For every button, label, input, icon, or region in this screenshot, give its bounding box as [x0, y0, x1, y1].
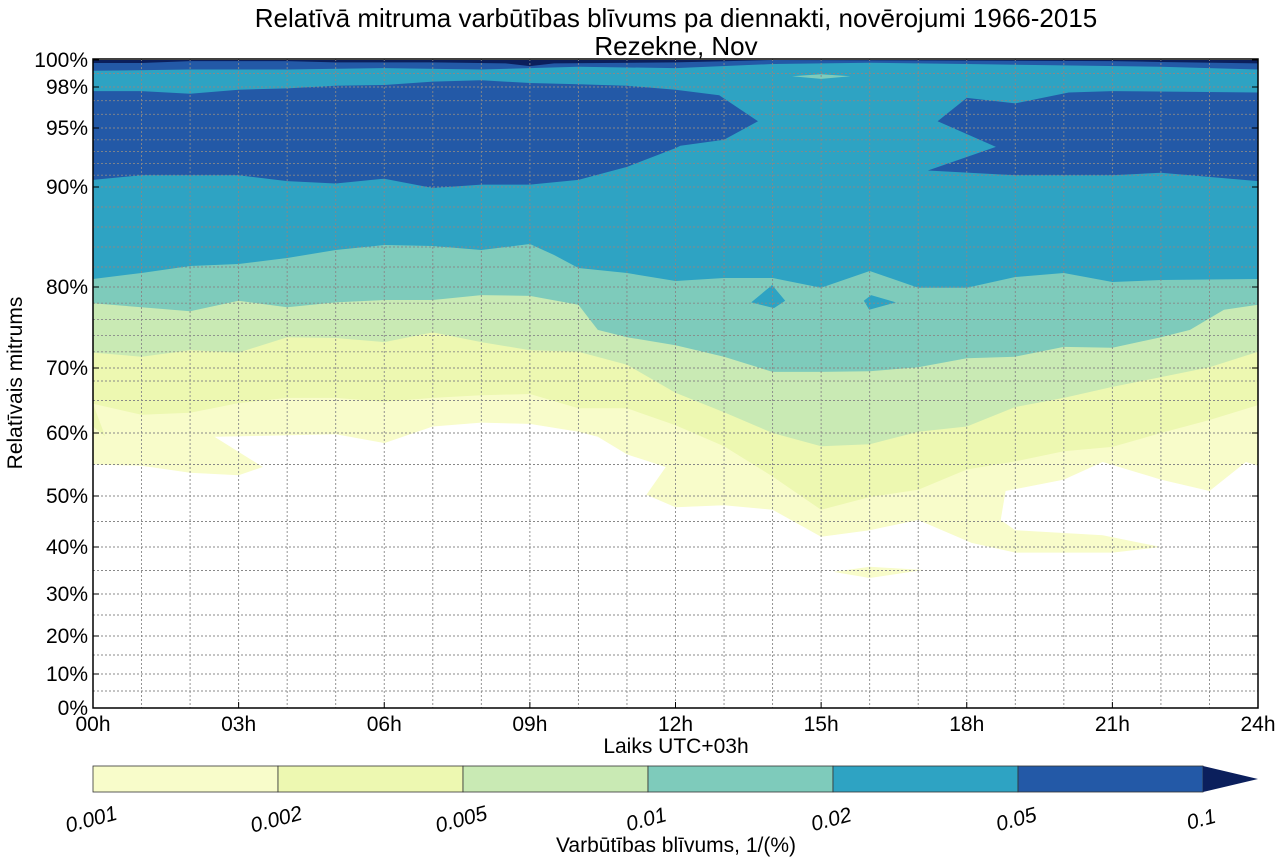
chart-subtitle: Rezekne, Nov [594, 31, 757, 61]
x-axis-label: Laiks UTC+03h [603, 735, 748, 758]
contour-region-0_02 [751, 285, 786, 309]
y-tick-label: 80% [46, 276, 88, 299]
contour-region-0_05 [93, 80, 758, 188]
contour-region-0_02 [863, 295, 896, 310]
colorbar-label: Varbūtības blīvums, 1/(%) [556, 834, 796, 857]
contour-region-0_002 [93, 403, 106, 437]
x-tick-label: 24h [1240, 713, 1275, 736]
y-tick-label: 0% [58, 697, 88, 720]
y-tick-label: 30% [46, 583, 88, 606]
y-axis-ticks: 0% 10% 20% 30% 40% 50% 60% 70% 80% 90% 95% 98% 100% [34, 49, 1258, 720]
x-tick-label: 09h [512, 713, 547, 736]
chart-title: Relatīvā mitruma varbūtības blīvums pa d… [255, 3, 1098, 33]
x-tick-label: 12h [658, 713, 693, 736]
x-tick-label: 03h [221, 713, 256, 736]
y-tick-label: 70% [46, 357, 88, 380]
colorbar-segment [1017, 765, 1204, 793]
colorbar-segment [832, 765, 1019, 793]
colorbar-segment [277, 765, 464, 793]
colorbar-segment [647, 765, 834, 793]
colorbar-tick-label: 0.005 [433, 802, 490, 838]
x-tick-label: 00h [75, 713, 110, 736]
y-tick-label: 90% [46, 176, 88, 199]
colorbar: 0.001 0.002 0.005 0.01 0.02 0.05 0.1 [63, 765, 1258, 838]
colorbar-segment [92, 765, 279, 793]
contour-region-0_1 [93, 60, 1258, 67]
x-tick-label: 06h [367, 713, 402, 736]
contour-region-0_001 [833, 566, 924, 578]
contour-region-0_05 [927, 91, 1258, 182]
colorbar-segment [462, 765, 649, 793]
y-tick-label: 20% [46, 625, 88, 648]
y-tick-label: 10% [46, 663, 88, 686]
y-tick-label: 100% [34, 49, 88, 72]
y-tick-label: 98% [46, 76, 88, 99]
colorbar-tick-label: 0.1 [1184, 805, 1218, 835]
colorbar-tick-label: 0.02 [809, 803, 855, 836]
colorbar-tick-label: 0.002 [248, 802, 305, 838]
colorbar-tick-label: 0.001 [63, 802, 120, 838]
colorbar-extend-arrow [1203, 766, 1258, 792]
x-tick-label: 21h [1095, 713, 1130, 736]
y-tick-label: 60% [46, 422, 88, 445]
y-tick-label: 40% [46, 536, 88, 559]
y-tick-label: 50% [46, 485, 88, 508]
y-axis-label: Relatīvais mitrums [4, 297, 27, 470]
grid-lines [93, 59, 1258, 708]
x-axis-ticks: 00h 03h 06h 09h 12h 15h 18h 21h 24h [75, 702, 1276, 736]
colorbar-tick-label: 0.01 [624, 803, 669, 836]
x-tick-label: 18h [949, 713, 984, 736]
x-tick-label: 15h [804, 713, 839, 736]
colorbar-tick-label: 0.05 [994, 803, 1040, 836]
y-tick-label: 95% [46, 117, 88, 140]
